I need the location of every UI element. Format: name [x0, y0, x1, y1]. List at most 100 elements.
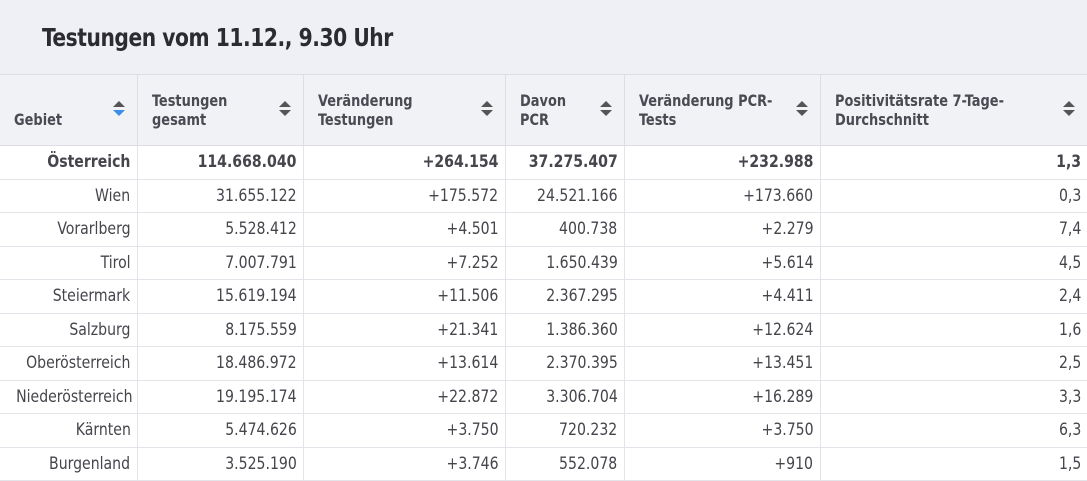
cell-testungen-gesamt: 7.007.791: [137, 246, 304, 280]
cell-veraenderung-testungen: +11.506: [303, 279, 506, 314]
cell-gebiet: Tirol: [0, 246, 138, 280]
cell-veraenderung-pcr-tests: +173.660: [624, 179, 821, 213]
sort-icon[interactable]: [599, 101, 612, 119]
cell-value: +7.252: [446, 252, 499, 273]
column-header-davon-pcr[interactable]: Davon PCR: [505, 74, 625, 146]
cell-positivitaetsrate: 0,3: [820, 179, 1087, 213]
cell-davon-pcr: 720.232: [505, 413, 625, 448]
cell-value: +264.154: [422, 152, 499, 173]
sort-icon[interactable]: [278, 101, 291, 119]
cell-value: 5.528.412: [224, 219, 297, 240]
sort-icon[interactable]: [795, 101, 808, 119]
cell-davon-pcr: 1.650.439: [505, 246, 625, 280]
cell-value: 37.275.407: [528, 152, 618, 173]
table-row: Wien 31.655.122 +175.572 24.521.166 +173.660…: [0, 179, 1087, 213]
cell-veraenderung-testungen: +7.252: [303, 246, 506, 280]
sort-icon[interactable]: [112, 101, 125, 119]
cell-value: 1.386.360: [545, 319, 618, 340]
sort-icon[interactable]: [1063, 101, 1075, 119]
cell-value: Tirol: [100, 252, 131, 273]
cell-positivitaetsrate: 4,5: [820, 246, 1087, 280]
cell-value: 3.306.704: [545, 386, 618, 407]
cell-veraenderung-pcr-tests: +3.750: [624, 413, 821, 448]
cell-gebiet: Steiermark: [0, 279, 138, 314]
sort-icon[interactable]: [480, 101, 493, 119]
cell-positivitaetsrate: 1,6: [820, 313, 1087, 347]
table-row: Salzburg 8.175.559 +21.341 1.386.360 +12.624…: [0, 313, 1087, 347]
cell-value: +3.750: [446, 420, 499, 441]
cell-value: 15.619.194: [215, 286, 297, 307]
cell-value: 31.655.122: [215, 185, 297, 206]
cell-value: +4.501: [446, 219, 499, 240]
column-header-veraenderung-pcr-tests[interactable]: Veränderung PCR-Tests: [624, 74, 821, 146]
cell-value: Salzburg: [69, 319, 131, 340]
column-header-label: Positivitätsrate 7-Tage-Durchschnitt: [834, 91, 1004, 129]
page-title: Testungen vom 11.12., 9.30 Uhr: [42, 22, 393, 52]
cell-testungen-gesamt: 15.619.194: [137, 279, 304, 314]
cell-value: +2.279: [761, 219, 814, 240]
table-row: Oberösterreich 18.486.972 +13.614 2.370.395…: [0, 346, 1087, 381]
cell-positivitaetsrate: 2,5: [820, 346, 1087, 381]
cell-value: Österreich: [47, 152, 131, 173]
cell-value: +13.451: [752, 353, 814, 374]
column-header-gebiet[interactable]: Gebiet: [0, 74, 138, 146]
cell-veraenderung-pcr-tests: +12.624: [624, 313, 821, 347]
cell-value: Niederösterreich: [16, 386, 133, 407]
cell-positivitaetsrate: 1,5: [820, 447, 1087, 481]
cell-value: +21.341: [437, 319, 499, 340]
cell-value: 3.525.190: [224, 453, 297, 474]
cell-value: 2,5: [1058, 353, 1081, 374]
testing-table: Gebiet Testungen gesamt Veränderung Test…: [0, 74, 1087, 481]
cell-value: +16.289: [752, 386, 814, 407]
cell-value: +910: [774, 453, 814, 474]
cell-value: Wien: [95, 185, 131, 206]
cell-testungen-gesamt: 8.175.559: [137, 313, 304, 347]
column-header-label: Veränderung Testungen: [317, 91, 413, 129]
cell-value: 1.650.439: [545, 252, 618, 273]
table-row: Niederösterreich 19.195.174 +22.872 3.306.7…: [0, 380, 1087, 414]
column-header-veraenderung-testungen[interactable]: Veränderung Testungen: [303, 74, 506, 146]
cell-davon-pcr: 37.275.407: [505, 145, 625, 180]
cell-gebiet: Vorarlberg: [0, 212, 138, 247]
cell-value: 720.232: [559, 420, 618, 441]
cell-davon-pcr: 24.521.166: [505, 179, 625, 213]
cell-positivitaetsrate: 1,3: [820, 145, 1087, 180]
column-header-testungen-gesamt[interactable]: Testungen gesamt: [137, 74, 304, 146]
cell-value: 552.078: [559, 453, 618, 474]
cell-veraenderung-pcr-tests: +232.988: [624, 145, 821, 180]
cell-value: +3.750: [761, 420, 814, 441]
cell-value: +5.614: [761, 252, 814, 273]
cell-positivitaetsrate: 6,3: [820, 413, 1087, 448]
cell-value: 7,4: [1058, 219, 1081, 240]
cell-value: 5.474.626: [224, 420, 297, 441]
cell-value: 3,3: [1058, 386, 1081, 407]
cell-gebiet: Österreich: [0, 145, 138, 180]
cell-value: 19.195.174: [215, 386, 297, 407]
cell-value: 1,5: [1058, 453, 1081, 474]
column-header-label: Veränderung PCR-Tests: [638, 91, 772, 129]
cell-value: Kärnten: [75, 420, 131, 441]
cell-veraenderung-pcr-tests: +13.451: [624, 346, 821, 381]
title-bar: Testungen vom 11.12., 9.30 Uhr: [0, 0, 1087, 74]
cell-veraenderung-pcr-tests: +2.279: [624, 212, 821, 247]
cell-veraenderung-pcr-tests: +16.289: [624, 380, 821, 414]
cell-gebiet: Wien: [0, 179, 138, 213]
column-header-label: Gebiet: [14, 109, 63, 129]
cell-gebiet: Salzburg: [0, 313, 138, 347]
cell-value: Vorarlberg: [57, 219, 131, 240]
cell-gebiet: Oberösterreich: [0, 346, 138, 381]
cell-value: +3.746: [446, 453, 499, 474]
cell-davon-pcr: 552.078: [505, 447, 625, 481]
cell-value: 2.370.395: [545, 353, 618, 374]
cell-gebiet: Niederösterreich: [0, 380, 138, 414]
cell-positivitaetsrate: 7,4: [820, 212, 1087, 247]
cell-value: 6,3: [1058, 420, 1081, 441]
column-header-positivitaetsrate[interactable]: Positivitätsrate 7-Tage-Durchschnitt: [820, 74, 1087, 146]
table-row: Kärnten 5.474.626 +3.750 720.232 +3.750 6,3: [0, 413, 1087, 448]
cell-davon-pcr: 1.386.360: [505, 313, 625, 347]
cell-davon-pcr: 400.738: [505, 212, 625, 247]
cell-positivitaetsrate: 2,4: [820, 279, 1087, 314]
cell-testungen-gesamt: 18.486.972: [137, 346, 304, 381]
cell-value: 24.521.166: [536, 185, 618, 206]
cell-value: Burgenland: [49, 453, 131, 474]
